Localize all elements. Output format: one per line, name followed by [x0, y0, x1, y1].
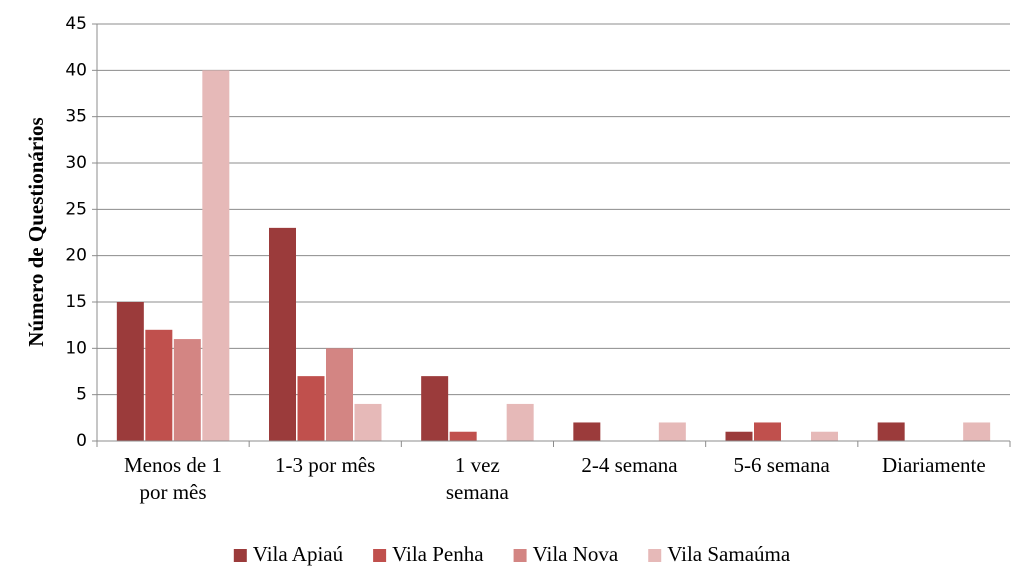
- x-tick-label: Diariamente: [881, 453, 986, 477]
- legend-swatch: [373, 549, 387, 562]
- x-tick-label: 1 vez semana: [445, 453, 509, 504]
- x-tick-label: 5-6 semana: [733, 453, 830, 477]
- bar: [326, 348, 353, 441]
- y-tick-label: 5: [76, 385, 87, 405]
- bar: [573, 422, 601, 441]
- legend-label: Vila Samaúma: [667, 542, 791, 566]
- bar: [173, 339, 201, 441]
- x-tick-label: Menos de 1 por mês: [124, 453, 222, 504]
- bar: [725, 431, 753, 441]
- bar: [658, 422, 686, 441]
- bar: [145, 329, 173, 441]
- bar: [877, 422, 905, 441]
- y-tick-label: 40: [65, 60, 87, 80]
- legend-label: Vila Penha: [392, 542, 484, 566]
- y-tick-label: 10: [65, 338, 87, 358]
- legend-label: Vila Apiaú: [253, 542, 344, 566]
- y-axis-label: Número de Questionários: [24, 117, 48, 346]
- bar: [297, 376, 325, 441]
- bar: [963, 422, 991, 441]
- legend-swatch: [233, 549, 247, 562]
- x-tick-label: 2-4 semana: [581, 453, 678, 477]
- y-tick-label: 30: [65, 153, 87, 173]
- bar: [202, 70, 230, 441]
- bar: [269, 227, 296, 441]
- legend-swatch: [513, 549, 527, 562]
- y-tick-label: 35: [65, 107, 87, 127]
- bar: [449, 431, 477, 441]
- bar: [354, 403, 382, 441]
- legend-swatch: [648, 549, 662, 562]
- bar: [754, 422, 781, 441]
- bar: [506, 403, 534, 441]
- y-tick-label: 0: [76, 431, 87, 451]
- y-tick-label: 20: [65, 246, 87, 266]
- y-tick-label: 25: [65, 199, 87, 219]
- y-tick-label: 45: [65, 14, 87, 34]
- x-tick-label: 1-3 por mês: [274, 453, 376, 477]
- legend-label: Vila Nova: [533, 542, 619, 566]
- y-tick-label: 15: [65, 292, 87, 312]
- bar: [811, 431, 838, 441]
- bar: [421, 376, 449, 441]
- bar: [116, 302, 144, 441]
